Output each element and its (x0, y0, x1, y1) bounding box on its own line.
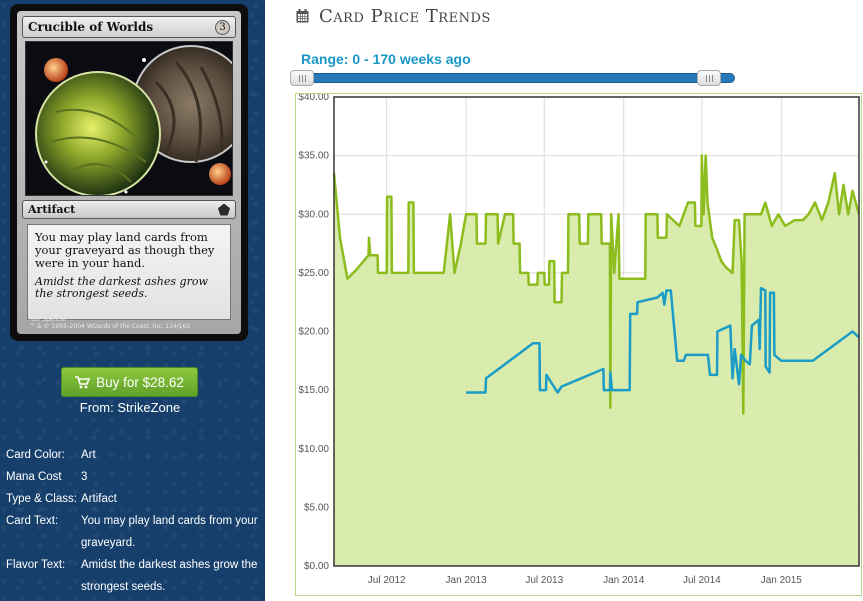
detail-value: Artifact (81, 493, 117, 505)
y-tick-label: $40.00 (298, 94, 329, 103)
y-tick-label: $30.00 (298, 209, 329, 220)
slider-track[interactable] (290, 73, 735, 83)
detail-label: Card Text: (6, 515, 59, 527)
card-image: Crucible of Worlds 3 (10, 4, 248, 341)
detail-row: Type & Class: Artifact (6, 488, 261, 510)
card-artist: Ron Spencer (29, 316, 67, 323)
detail-value: Amidst the darkest ashes grow the strong… (81, 559, 258, 593)
price-chart: $0.00 $5.00 $10.00 $15.00 $20.00 $25.00 $30.00… (295, 93, 862, 596)
card-details: Card Color: Art Mana Cost 3 Type & Class: Art… (6, 444, 261, 598)
series-0-area (334, 155, 859, 566)
x-tick-label: Jan 2014 (603, 575, 645, 586)
y-tick-label: $35.00 (298, 151, 329, 162)
series-1-line (466, 286, 860, 394)
slider-handle-max[interactable] (697, 70, 721, 86)
card-flavor-text: Amidst the darkest ashes grow the strong… (35, 275, 208, 300)
card-copyright: ™ & © 1993–2004 Wizards of the Coast, In… (29, 323, 191, 330)
card-type-bar: Artifact (22, 200, 236, 219)
seller-label: From: StrikeZone (79, 400, 181, 415)
y-tick-label: $10.00 (298, 444, 329, 455)
x-tick-label: Jul 2013 (525, 575, 563, 586)
x-tick-label: Jan 2015 (761, 575, 803, 586)
card-art (25, 41, 233, 196)
detail-value: 3 (81, 471, 88, 483)
range-label: Range: 0 - 170 weeks ago (301, 51, 471, 67)
card-rules-text: You may play land cards from your gravey… (35, 230, 215, 270)
slider-handle-min[interactable] (290, 70, 314, 86)
plot-frame (333, 96, 860, 567)
card-frame: Crucible of Worlds 3 (17, 11, 241, 334)
card-title-bar: Crucible of Worlds 3 (22, 16, 236, 38)
detail-row: Card Color: Art (6, 444, 261, 466)
series-0-line (332, 154, 861, 415)
y-tick-label: $25.00 (298, 268, 329, 279)
card-name: Crucible of Worlds (28, 20, 154, 34)
range-slider[interactable] (290, 70, 735, 86)
y-tick-label: $20.00 (298, 327, 329, 338)
detail-row: Mana Cost 3 (6, 466, 261, 488)
card-footer: Ron Spencer ™ & © 1993–2004 Wizards of t… (29, 316, 190, 330)
y-tick-label: $5.00 (304, 502, 329, 513)
card-art-illustration (26, 42, 232, 195)
price-chart-svg: $0.00 $5.00 $10.00 $15.00 $20.00 $25.00 $30.00… (298, 94, 861, 586)
buy-button[interactable]: Buy for $28.62 (61, 367, 198, 397)
detail-label: Type & Class: (6, 493, 77, 505)
detail-label: Flavor Text: (6, 559, 66, 571)
y-tick-label: $0.00 (304, 561, 329, 572)
x-tick-label: Jul 2012 (368, 575, 406, 586)
x-tick-label: Jan 2013 (446, 575, 488, 586)
card-text-box: You may play land cards from your gravey… (27, 224, 231, 320)
set-symbol-icon (218, 203, 230, 216)
detail-label: Card Color: (6, 449, 65, 461)
cart-icon (75, 375, 91, 388)
detail-value: You may play land cards from your gravey… (81, 515, 258, 549)
page-title: Card Price Trends (319, 5, 491, 27)
detail-row: Flavor Text: Amidst the darkest ashes gro… (6, 554, 261, 598)
detail-value: Art (81, 449, 96, 461)
x-tick-label: Jul 2014 (683, 575, 721, 586)
detail-label: Mana Cost (6, 471, 62, 483)
card-sidebar: Crucible of Worlds 3 (0, 0, 265, 601)
calendar-icon (296, 9, 309, 23)
y-tick-label: $15.00 (298, 385, 329, 396)
section-heading: Card Price Trends (296, 4, 491, 28)
buy-button-label: Buy for $28.62 (96, 374, 184, 390)
card-type-line: Artifact (28, 203, 76, 216)
mana-symbol-icon: 3 (215, 19, 230, 35)
detail-row: Card Text: You may play land cards from y… (6, 510, 261, 554)
